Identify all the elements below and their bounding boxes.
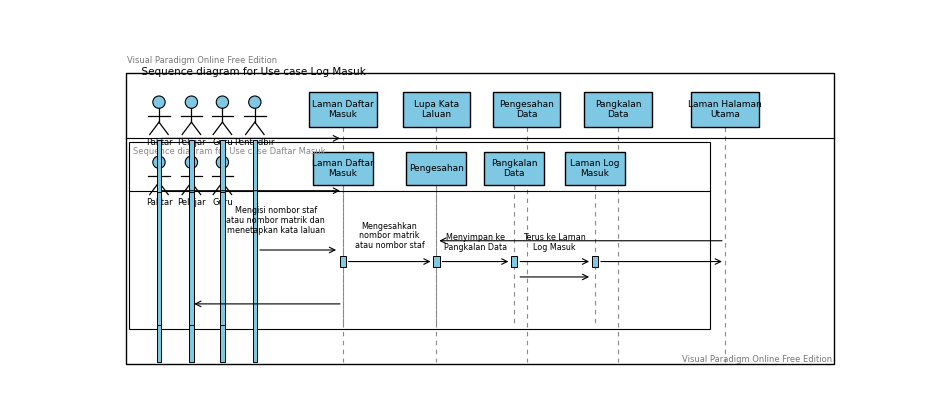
Bar [340,256,345,267]
Circle shape [185,96,197,108]
Bar [309,92,376,127]
Bar [584,92,652,127]
Text: Guru: Guru [212,198,233,207]
Text: Laman Daftar
Masuk: Laman Daftar Masuk [312,100,373,119]
Text: Paktar: Paktar [146,138,172,146]
Text: Guru: Guru [212,138,233,146]
Text: Menyimpan ke
Pangkalan Data: Menyimpan ke Pangkalan Data [444,233,507,251]
Text: Sequence diagram for Use case Daftar Masuk: Sequence diagram for Use case Daftar Mas… [133,147,326,156]
Bar [128,142,709,329]
Bar [313,152,373,185]
Bar [402,92,470,127]
Text: Mengesahkan
nombor matrik
atau nombor staf: Mengesahkan nombor matrik atau nombor st… [355,222,425,250]
Bar [492,92,561,127]
Text: Pengesahan
Data: Pengesahan Data [499,100,554,119]
Text: Laman Daftar
Masuk: Laman Daftar Masuk [312,159,373,178]
Text: Lupa Kata
Laluan: Lupa Kata Laluan [414,100,459,119]
Bar [220,140,225,362]
Circle shape [249,96,261,108]
Text: Visual Paradigm Online Free Edition: Visual Paradigm Online Free Edition [127,56,277,65]
Text: Pangkalan
Data: Pangkalan Data [595,100,641,119]
Bar [406,152,466,185]
Bar [484,152,545,185]
Circle shape [216,96,228,108]
Bar [220,192,225,325]
Bar [156,192,161,325]
Bar [433,256,440,267]
Text: Pelajar: Pelajar [177,138,206,146]
Text: Pangkalan
Data: Pangkalan Data [491,159,537,178]
Bar [189,140,194,362]
Text: Pelajar: Pelajar [177,198,206,207]
Circle shape [185,156,197,168]
Text: Laman Halaman
Utama: Laman Halaman Utama [688,100,762,119]
Bar [592,256,598,267]
Bar [691,92,758,127]
Bar [156,140,161,362]
Text: Mengisi nombor staf
atau nombor matrik dan
menetapkan kata laluan: Mengisi nombor staf atau nombor matrik d… [227,206,325,234]
Text: Visual Paradigm Online Free Edition: Visual Paradigm Online Free Edition [682,355,832,364]
Bar [189,192,194,325]
Text: Sequence diagram for Use case Log Masuk: Sequence diagram for Use case Log Masuk [135,67,366,77]
Bar [253,140,257,362]
Circle shape [216,156,228,168]
Text: Pentadbir: Pentadbir [235,138,275,146]
Circle shape [153,156,165,168]
Bar [565,152,625,185]
Text: Terus ke Laman
Log Masuk: Terus ke Laman Log Masuk [523,233,586,251]
Text: Laman Log
Masuk: Laman Log Masuk [570,159,620,178]
Bar [511,256,518,267]
Circle shape [153,96,165,108]
Text: Paktar: Paktar [146,198,172,207]
Text: Pengesahan: Pengesahan [409,164,464,173]
